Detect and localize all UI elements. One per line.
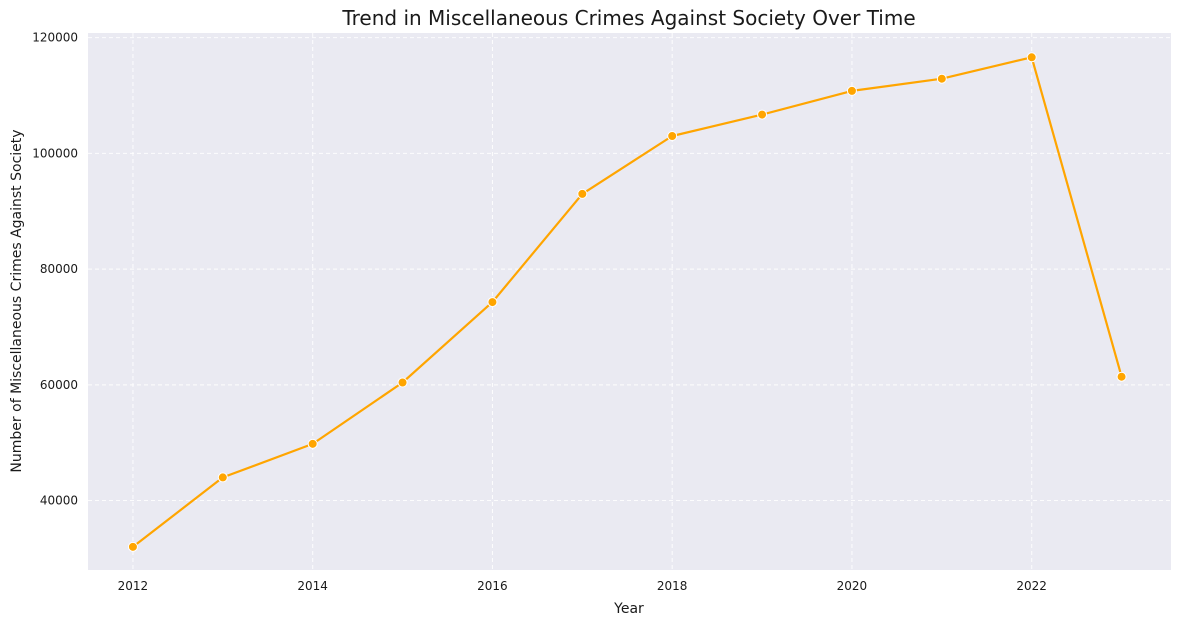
series-line (131, 56, 1123, 549)
data-point (217, 472, 228, 483)
data-point (667, 131, 678, 142)
y-tick-label: 80000 (40, 262, 78, 276)
data-point (127, 541, 138, 552)
data-point (307, 438, 318, 449)
data-point (846, 85, 857, 96)
x-tick-label: 2014 (297, 579, 328, 593)
data-point (397, 377, 408, 388)
x-tick-label: 2022 (1016, 579, 1047, 593)
x-axis-label: Year (613, 601, 644, 617)
data-point (1116, 371, 1127, 382)
data-point (1026, 52, 1037, 63)
data-point (757, 109, 768, 120)
plot-area (88, 33, 1171, 570)
y-tick-label: 120000 (32, 31, 78, 45)
x-tick-label: 2016 (477, 579, 508, 593)
y-axis-label: Number of Miscellaneous Crimes Against S… (9, 129, 25, 472)
y-tick-label: 40000 (40, 494, 78, 508)
chart-title: Trend in Miscellaneous Crimes Against So… (341, 6, 915, 30)
y-tick-label: 100000 (32, 146, 78, 160)
data-point (577, 188, 588, 199)
x-tick-label: 2018 (657, 579, 688, 593)
y-tick-label: 60000 (40, 378, 78, 392)
data-point (936, 73, 947, 84)
data-point (487, 297, 498, 308)
data-layer (127, 52, 1127, 552)
tick-labels: 2012 2014 2016 2018 2020 2022 40000 60000 80000 1… (32, 31, 1047, 593)
x-tick-label: 2012 (118, 579, 149, 593)
x-tick-label: 2020 (837, 579, 868, 593)
